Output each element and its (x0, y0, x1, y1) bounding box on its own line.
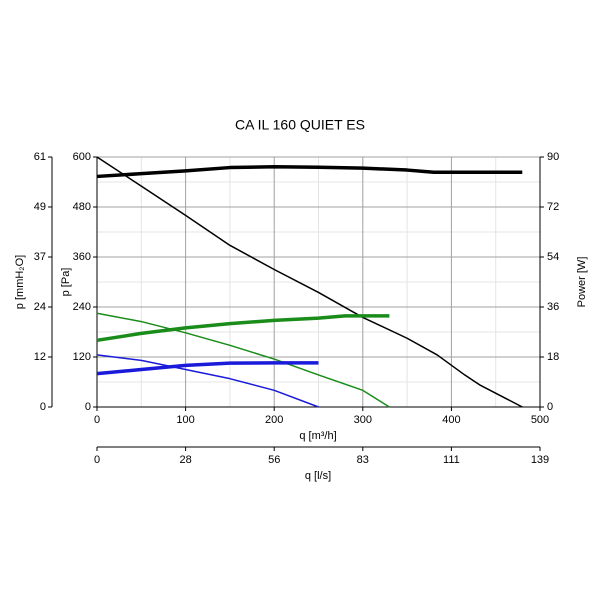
y2-tick-label: 36 (547, 301, 559, 313)
y2-tick-label: 90 (547, 151, 559, 163)
y3-tick-label: 0 (40, 401, 46, 413)
y3-tick-label: 49 (34, 201, 46, 213)
x-tick-label: 400 (442, 414, 460, 426)
x2-tick-label: 111 (443, 454, 460, 466)
x-axis-title: q [m³/h] (299, 430, 336, 442)
y3-tick-label: 24 (34, 301, 46, 313)
pressure-curve (96, 156, 523, 408)
y3-tick-label: 61 (34, 151, 46, 163)
y-tick-label: 0 (85, 401, 91, 413)
y2-tick-label: 72 (547, 201, 559, 213)
y3-tick-label: 12 (34, 351, 46, 363)
x2-tick-label: 0 (94, 454, 100, 466)
y2-tick-label: 0 (547, 401, 553, 413)
pressure-curve (96, 312, 390, 408)
x2-tick-label: 139 (531, 454, 549, 466)
x-tick-label: 300 (354, 414, 372, 426)
pressure-curve (96, 354, 319, 408)
x2-tick-label: 28 (179, 454, 191, 466)
power-curve (96, 361, 319, 376)
y2-tick-label: 18 (547, 351, 559, 363)
x2-tick-label: 83 (357, 454, 369, 466)
y-axis-title: p [Pa] (60, 268, 72, 297)
y2-axis-title: Power [W] (576, 257, 588, 308)
x2-axis-title: q [l/s] (305, 470, 331, 482)
x2-tick-label: 56 (268, 454, 280, 466)
y-tick-label: 120 (73, 351, 91, 363)
y-tick-label: 240 (73, 301, 91, 313)
y3-axis-title: p [mmH₂O] (14, 255, 26, 309)
y-tick-label: 360 (73, 251, 91, 263)
x-tick-label: 500 (531, 414, 549, 426)
y3-tick-label: 37 (34, 251, 46, 263)
chart-title: CA IL 160 QUIET ES (235, 117, 365, 133)
x-tick-label: 0 (94, 414, 100, 426)
power-curve (96, 164, 523, 179)
x-tick-label: 200 (265, 414, 283, 426)
power-curve (96, 314, 390, 343)
x-tick-label: 100 (176, 414, 194, 426)
y-tick-label: 480 (73, 201, 91, 213)
y2-tick-label: 54 (547, 251, 559, 263)
y-tick-label: 600 (73, 151, 91, 163)
